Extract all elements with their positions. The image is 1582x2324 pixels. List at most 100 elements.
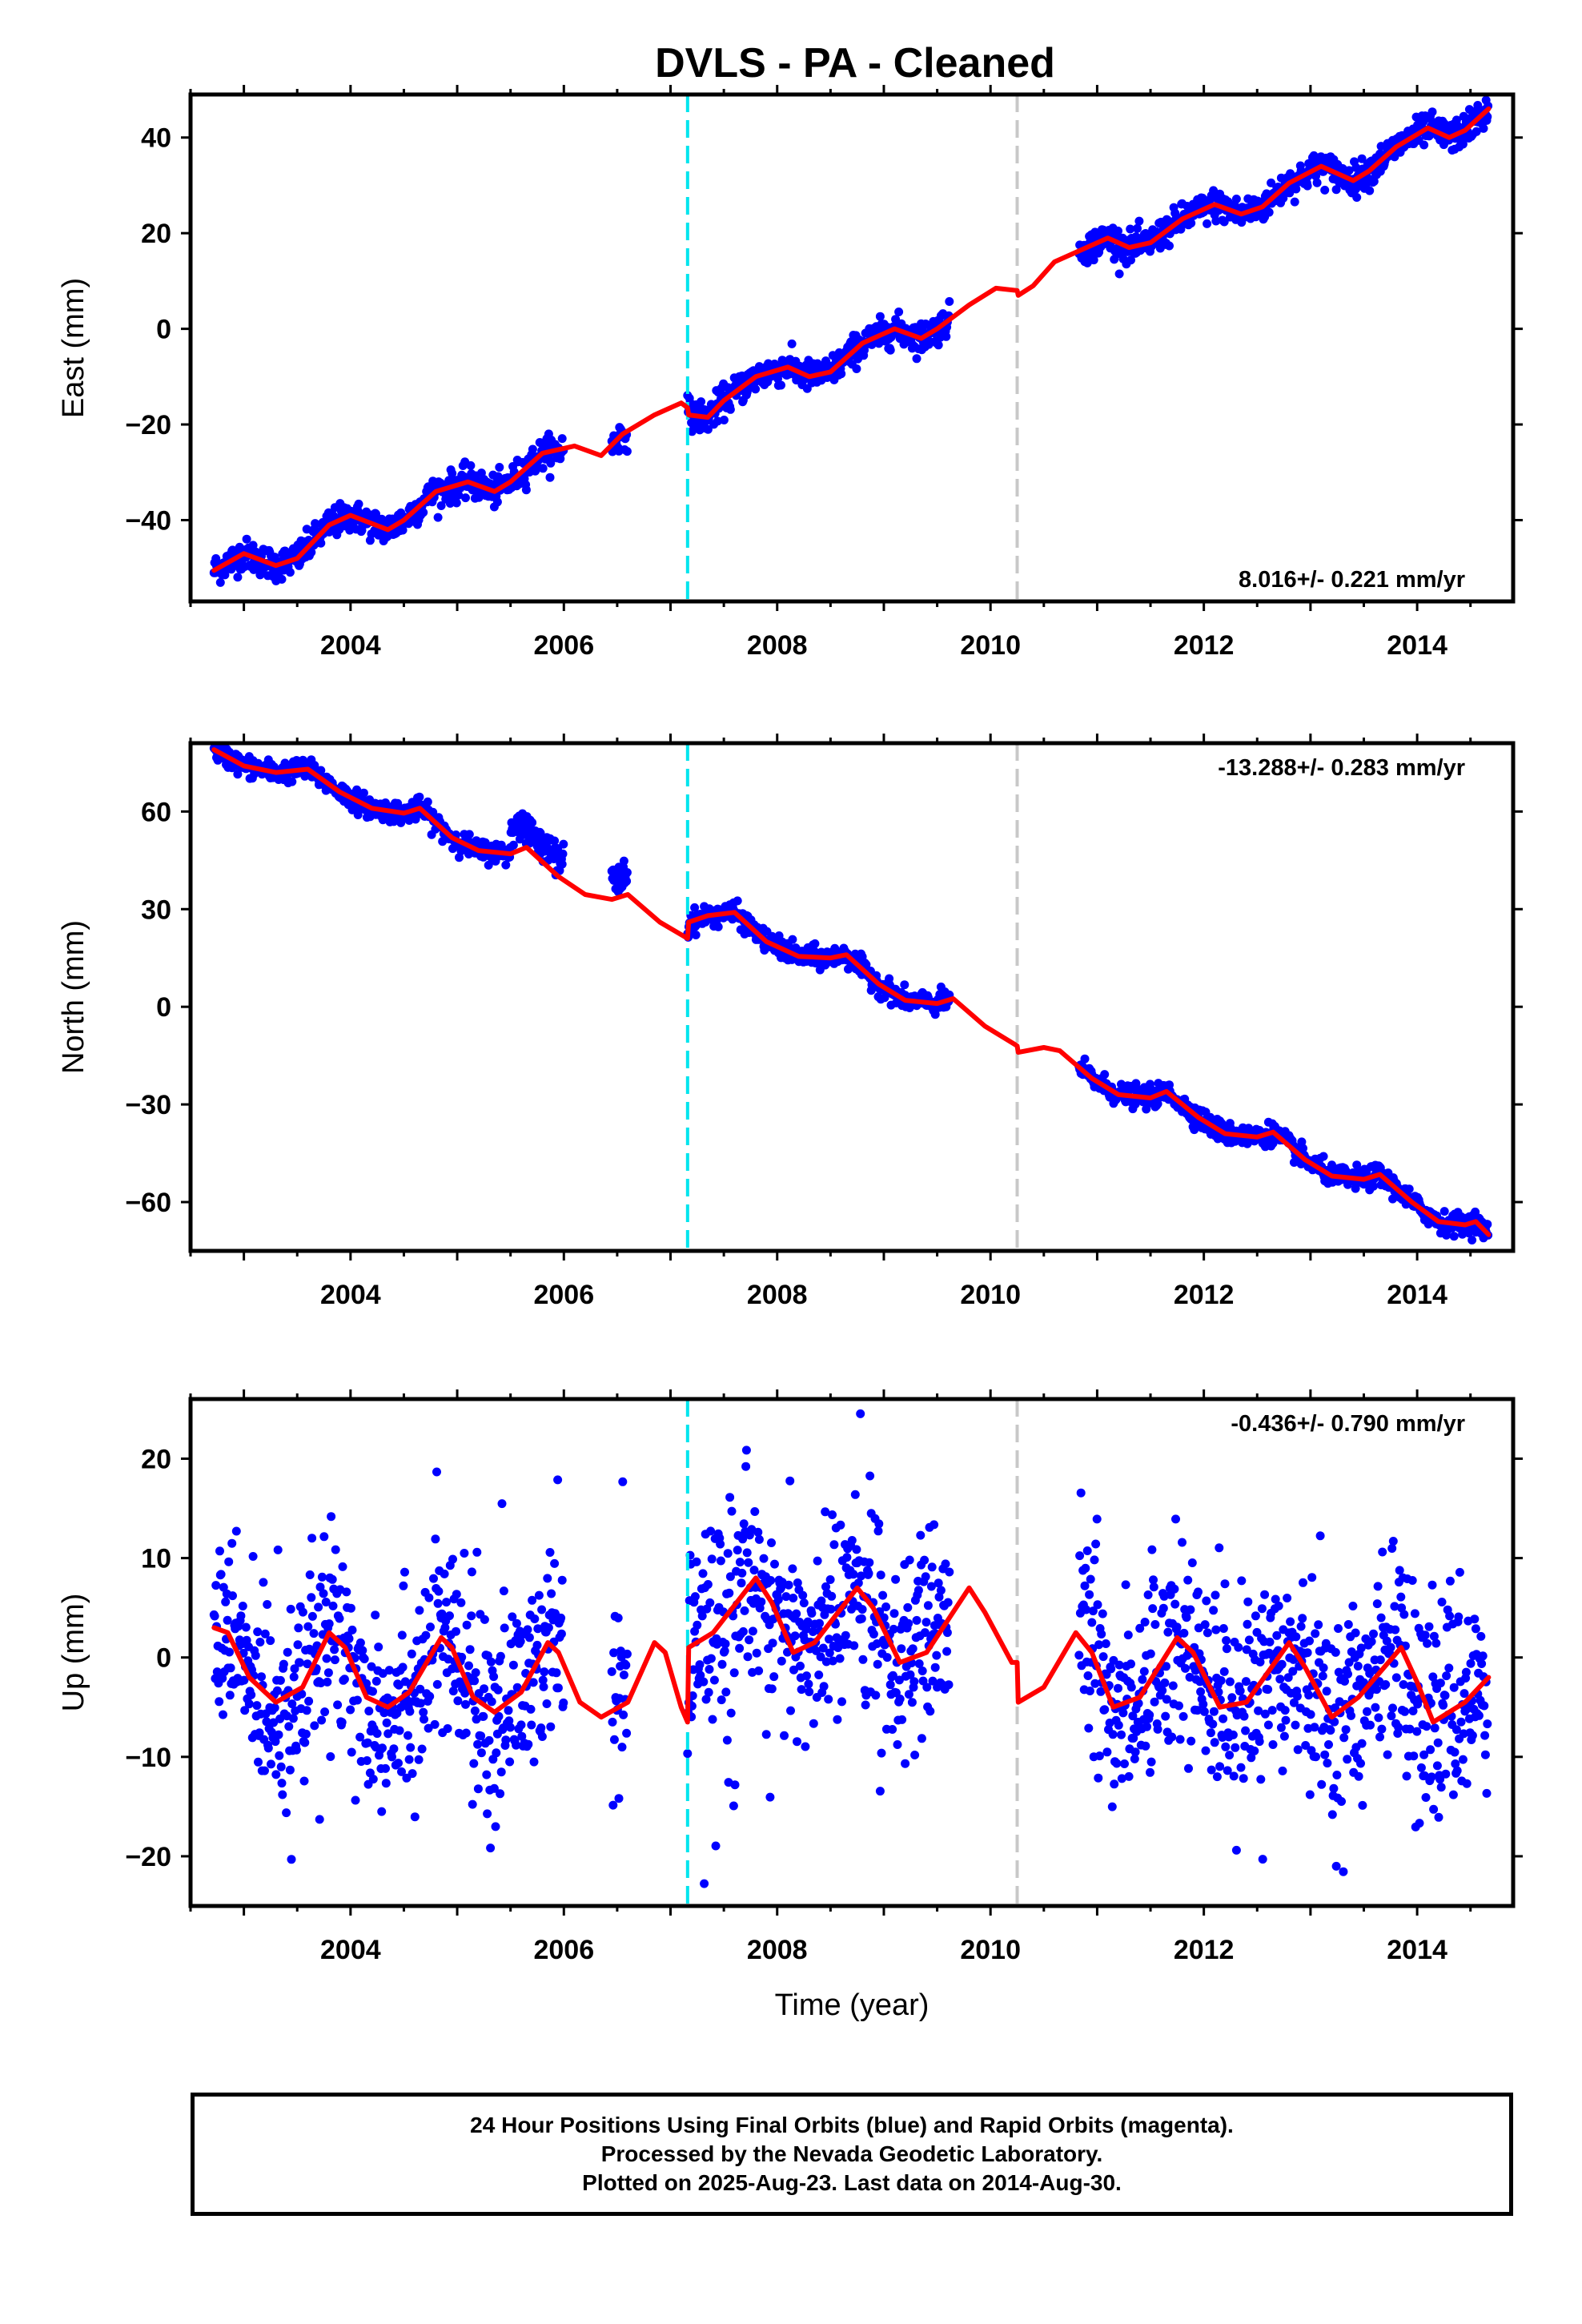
up-data-point <box>1445 1576 1455 1586</box>
up-data-point <box>398 1663 408 1672</box>
up-data-point <box>1084 1723 1094 1733</box>
up-data-point <box>741 1462 751 1471</box>
up-data-point <box>1206 1728 1215 1738</box>
up-data-point <box>1388 1537 1398 1546</box>
up-data-point <box>259 1578 268 1587</box>
up-data-point <box>1420 1630 1430 1640</box>
up-data-point <box>416 1699 425 1708</box>
up-data-point <box>473 1739 483 1749</box>
up-data-point <box>1222 1644 1231 1654</box>
up-data-point <box>443 1724 452 1733</box>
up-data-point <box>527 1720 536 1730</box>
up-data-point <box>534 1590 544 1600</box>
up-data-point <box>739 1519 749 1529</box>
up-data-point <box>1219 1624 1228 1633</box>
up-data-point <box>1080 1581 1090 1590</box>
up-data-point <box>403 1695 412 1705</box>
up-data-point <box>1255 1737 1264 1747</box>
up-data-point <box>1094 1773 1103 1783</box>
up-data-point <box>1394 1723 1403 1732</box>
up-data-point <box>1319 1663 1328 1673</box>
up-data-point <box>737 1578 746 1588</box>
up-data-point <box>358 1646 367 1655</box>
up-data-point <box>875 1787 885 1796</box>
up-data-point <box>1211 1590 1220 1600</box>
north-data-point <box>788 935 797 944</box>
up-data-point <box>1372 1599 1382 1609</box>
up-data-point <box>1431 1638 1441 1648</box>
up-data-point <box>397 1630 407 1640</box>
up-data-point <box>825 1575 835 1584</box>
up-data-point <box>505 1723 515 1732</box>
up-data-point <box>1351 1628 1360 1638</box>
up-data-point <box>1428 1672 1438 1682</box>
up-data-point <box>288 1714 298 1723</box>
up-data-point <box>1223 1766 1232 1775</box>
up-data-point <box>496 1767 506 1777</box>
up-data-point <box>1304 1691 1314 1700</box>
up-data-point <box>421 1630 431 1640</box>
east-data-point <box>1165 241 1174 251</box>
up-data-point <box>874 1519 884 1529</box>
up-data-point <box>552 1668 561 1678</box>
up-data-point <box>371 1676 381 1686</box>
up-data-point <box>1340 1676 1349 1686</box>
up-data-point <box>865 1558 874 1567</box>
east-data-point <box>787 339 797 348</box>
up-data-point <box>921 1618 931 1627</box>
up-data-point <box>324 1619 334 1629</box>
up-data-point <box>497 1499 507 1509</box>
up-data-point <box>1341 1725 1351 1735</box>
up-data-point <box>1231 1845 1241 1855</box>
up-data-point <box>351 1795 360 1805</box>
up-data-point <box>275 1675 285 1685</box>
north-data-point <box>1153 1099 1162 1108</box>
up-data-point <box>688 1691 697 1700</box>
up-data-point <box>1279 1731 1289 1741</box>
up-data-point <box>381 1763 390 1773</box>
up-data-point <box>315 1582 325 1592</box>
up-data-point <box>1363 1707 1371 1716</box>
up-data-point <box>315 1815 324 1824</box>
north-data-point <box>1100 1070 1110 1080</box>
up-data-point <box>529 1757 539 1767</box>
up-data-point <box>905 1555 914 1565</box>
up-data-point <box>1315 1531 1325 1541</box>
up-data-point <box>721 1687 731 1697</box>
up-data-point <box>1211 1625 1221 1634</box>
up-data-point <box>275 1751 284 1760</box>
up-data-point <box>499 1586 508 1596</box>
up-data-point <box>796 1661 805 1671</box>
east-y-tick-label: 40 <box>141 123 171 154</box>
up-data-point <box>1329 1783 1339 1793</box>
up-data-point <box>543 1574 552 1583</box>
up-data-point <box>1258 1855 1267 1864</box>
up-data-point <box>410 1812 420 1822</box>
up-data-point <box>1184 1763 1193 1773</box>
up-data-point <box>262 1717 271 1727</box>
up-data-point <box>1415 1819 1424 1828</box>
up-data-point <box>784 1580 793 1590</box>
up-data-point <box>927 1562 937 1572</box>
up-data-point <box>1449 1683 1459 1692</box>
up-data-point <box>432 1467 441 1477</box>
up-data-point <box>1390 1602 1399 1611</box>
east-y-tick-label: −20 <box>125 410 171 440</box>
up-data-point <box>251 1651 260 1660</box>
north-x-tick-label: 2014 <box>1387 1280 1447 1310</box>
up-data-point <box>897 1644 906 1654</box>
east-data-point <box>1134 216 1144 226</box>
east-data-point <box>1352 193 1362 202</box>
up-data-point <box>1255 1657 1265 1667</box>
up-data-point <box>426 1622 435 1632</box>
up-data-point <box>1339 1733 1349 1743</box>
east-data-point <box>751 384 761 394</box>
east-data-point <box>885 345 895 355</box>
north-x-tick-label: 2012 <box>1174 1280 1235 1310</box>
up-data-point <box>408 1769 417 1779</box>
up-data-point <box>1330 1717 1339 1727</box>
up-data-point <box>210 1611 219 1621</box>
up-data-point <box>917 1734 926 1743</box>
up-data-point <box>916 1530 926 1540</box>
up-data-point <box>730 1780 740 1790</box>
